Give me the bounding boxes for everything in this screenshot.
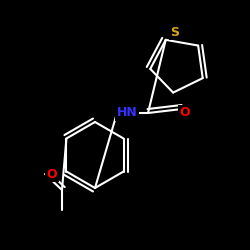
Text: O: O xyxy=(47,168,57,180)
Text: HN: HN xyxy=(116,106,138,120)
Text: S: S xyxy=(170,26,179,38)
Text: O: O xyxy=(180,106,190,120)
